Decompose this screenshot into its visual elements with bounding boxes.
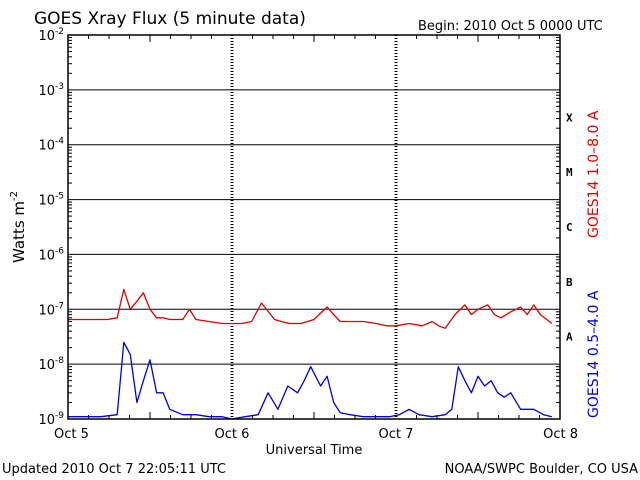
flare-class-label: M bbox=[566, 166, 573, 179]
grid-lines bbox=[68, 35, 560, 419]
legend-long-channel: GOES14 1.0–8.0 A bbox=[586, 110, 602, 238]
credit-label: NOAA/SWPC Boulder, CO USA bbox=[445, 462, 638, 477]
y-axis-label-base: Watts m bbox=[10, 201, 28, 263]
x-tick-label: Oct 8 bbox=[543, 427, 578, 442]
x-tick-label: Oct 5 bbox=[54, 427, 89, 442]
y-tick-label: 10-9 bbox=[38, 411, 64, 428]
y-axis-label: Watts m-2 bbox=[9, 191, 28, 263]
y-tick-label: 10-4 bbox=[38, 137, 64, 154]
y-tick-labels: 10-2 10-3 10-4 10-5 10-6 10-7 10-8 10-9 bbox=[38, 27, 64, 428]
x-tick-label: Oct 7 bbox=[379, 427, 414, 442]
y-tick-label: 10-8 bbox=[38, 356, 64, 373]
y-tick-label: 10-2 bbox=[38, 27, 64, 44]
series-line-long-channel bbox=[68, 288, 553, 329]
x-tick-labels: Oct 5 Oct 6 Oct 7 Oct 8 bbox=[54, 427, 578, 442]
flare-class-labels: X M C B A bbox=[566, 111, 573, 343]
axis-ticks bbox=[68, 35, 560, 419]
x-tick-label: Oct 6 bbox=[215, 427, 250, 442]
legend-short-channel: GOES14 0.5–4.0 A bbox=[586, 290, 602, 418]
y-tick-label: 10-7 bbox=[38, 301, 64, 318]
begin-label: Begin: 2010 Oct 5 0000 UTC bbox=[418, 19, 603, 34]
y-tick-label: 10-3 bbox=[38, 82, 64, 99]
updated-timestamp: Updated 2010 Oct 7 22:05:11 UTC bbox=[2, 462, 226, 477]
flare-class-label: X bbox=[566, 111, 573, 124]
flare-class-label: A bbox=[566, 331, 573, 344]
chart-title: GOES Xray Flux (5 minute data) bbox=[34, 9, 306, 29]
flare-class-label: B bbox=[566, 276, 573, 289]
plot-frame bbox=[67, 34, 561, 420]
flare-class-label: C bbox=[566, 221, 573, 234]
series-lines bbox=[68, 288, 553, 420]
series-line-short-channel bbox=[68, 341, 552, 420]
y-tick-label: 10-5 bbox=[38, 192, 64, 209]
y-axis-label-exp: -2 bbox=[9, 191, 20, 201]
x-axis-label: Universal Time bbox=[266, 443, 363, 458]
y-tick-label: 10-6 bbox=[38, 246, 64, 263]
